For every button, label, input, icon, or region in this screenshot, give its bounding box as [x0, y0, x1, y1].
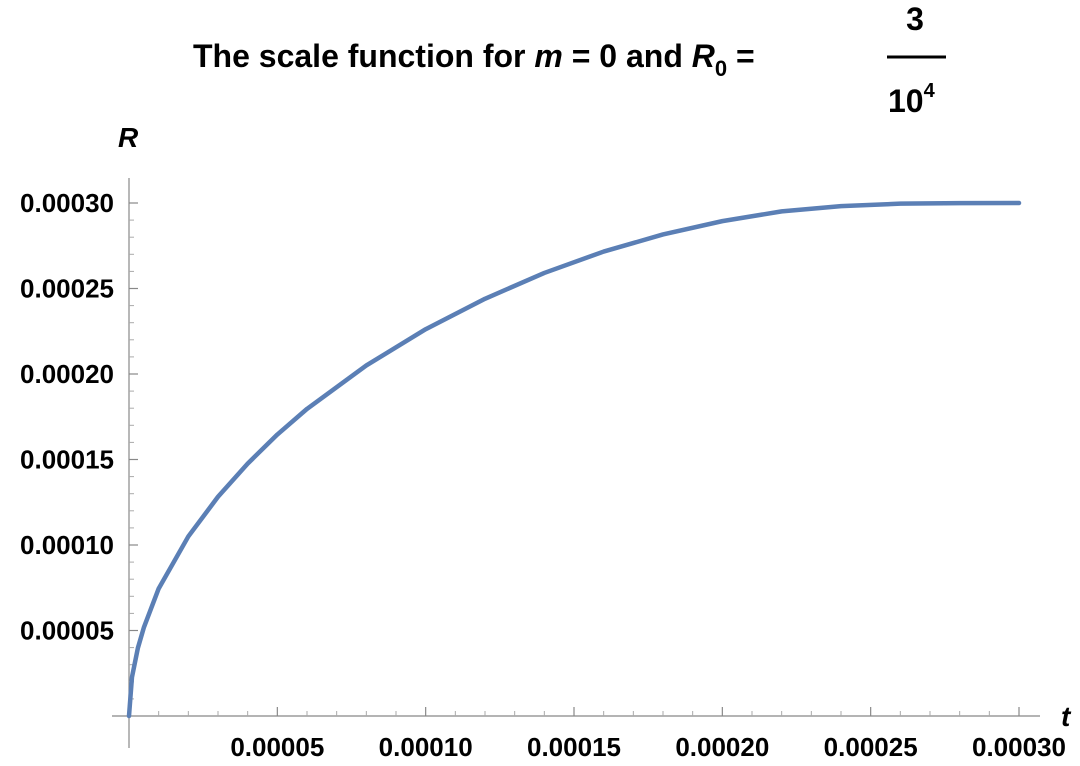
- major-ticks: [129, 202, 1020, 716]
- title-eq2: =: [727, 38, 755, 74]
- series-group: [126, 200, 1022, 719]
- title-fraction-numerator: 3: [906, 1, 924, 37]
- x-tick-label: 0.00020: [675, 732, 769, 762]
- title-prefix: The scale function for: [193, 38, 534, 74]
- y-tick-label: 0.00005: [20, 616, 114, 646]
- x-axis-label: t: [1061, 701, 1072, 732]
- title-var-r: R: [692, 38, 715, 74]
- y-tick-label: 0.00020: [20, 359, 114, 389]
- y-tick-label: 0.00025: [20, 274, 114, 304]
- minor-ticks: [129, 219, 990, 716]
- x-tick-label: 0.00030: [972, 732, 1066, 762]
- x-tick-label: 0.00015: [527, 732, 621, 762]
- chart-title: The scale function for m = 0 and R0 =: [193, 38, 755, 81]
- y-tick-label: 0.00015: [20, 445, 114, 475]
- x-tick-label: 0.00005: [230, 732, 324, 762]
- title-denominator-exponent: 4: [924, 80, 936, 102]
- title-fraction-denominator: 104: [888, 80, 936, 119]
- title-eq1: = 0 and: [563, 38, 692, 74]
- y-tick-label: 0.00030: [20, 188, 114, 218]
- y-tick-labels: 0.00005 0.00010 0.00015 0.00020 0.00025 0.000…: [20, 188, 114, 646]
- title-subscript: 0: [715, 56, 727, 81]
- y-axis-label: R: [118, 122, 139, 153]
- x-tick-label: 0.00010: [379, 732, 473, 762]
- title-var-m: m: [534, 38, 562, 74]
- x-tick-labels: 0.00005 0.00010 0.00015 0.00020 0.00025 0.000…: [230, 732, 1066, 762]
- y-tick-label: 0.00010: [20, 530, 114, 560]
- title-denominator-base: 10: [888, 83, 924, 119]
- x-tick-label: 0.00025: [824, 732, 918, 762]
- series-line: [126, 200, 1022, 719]
